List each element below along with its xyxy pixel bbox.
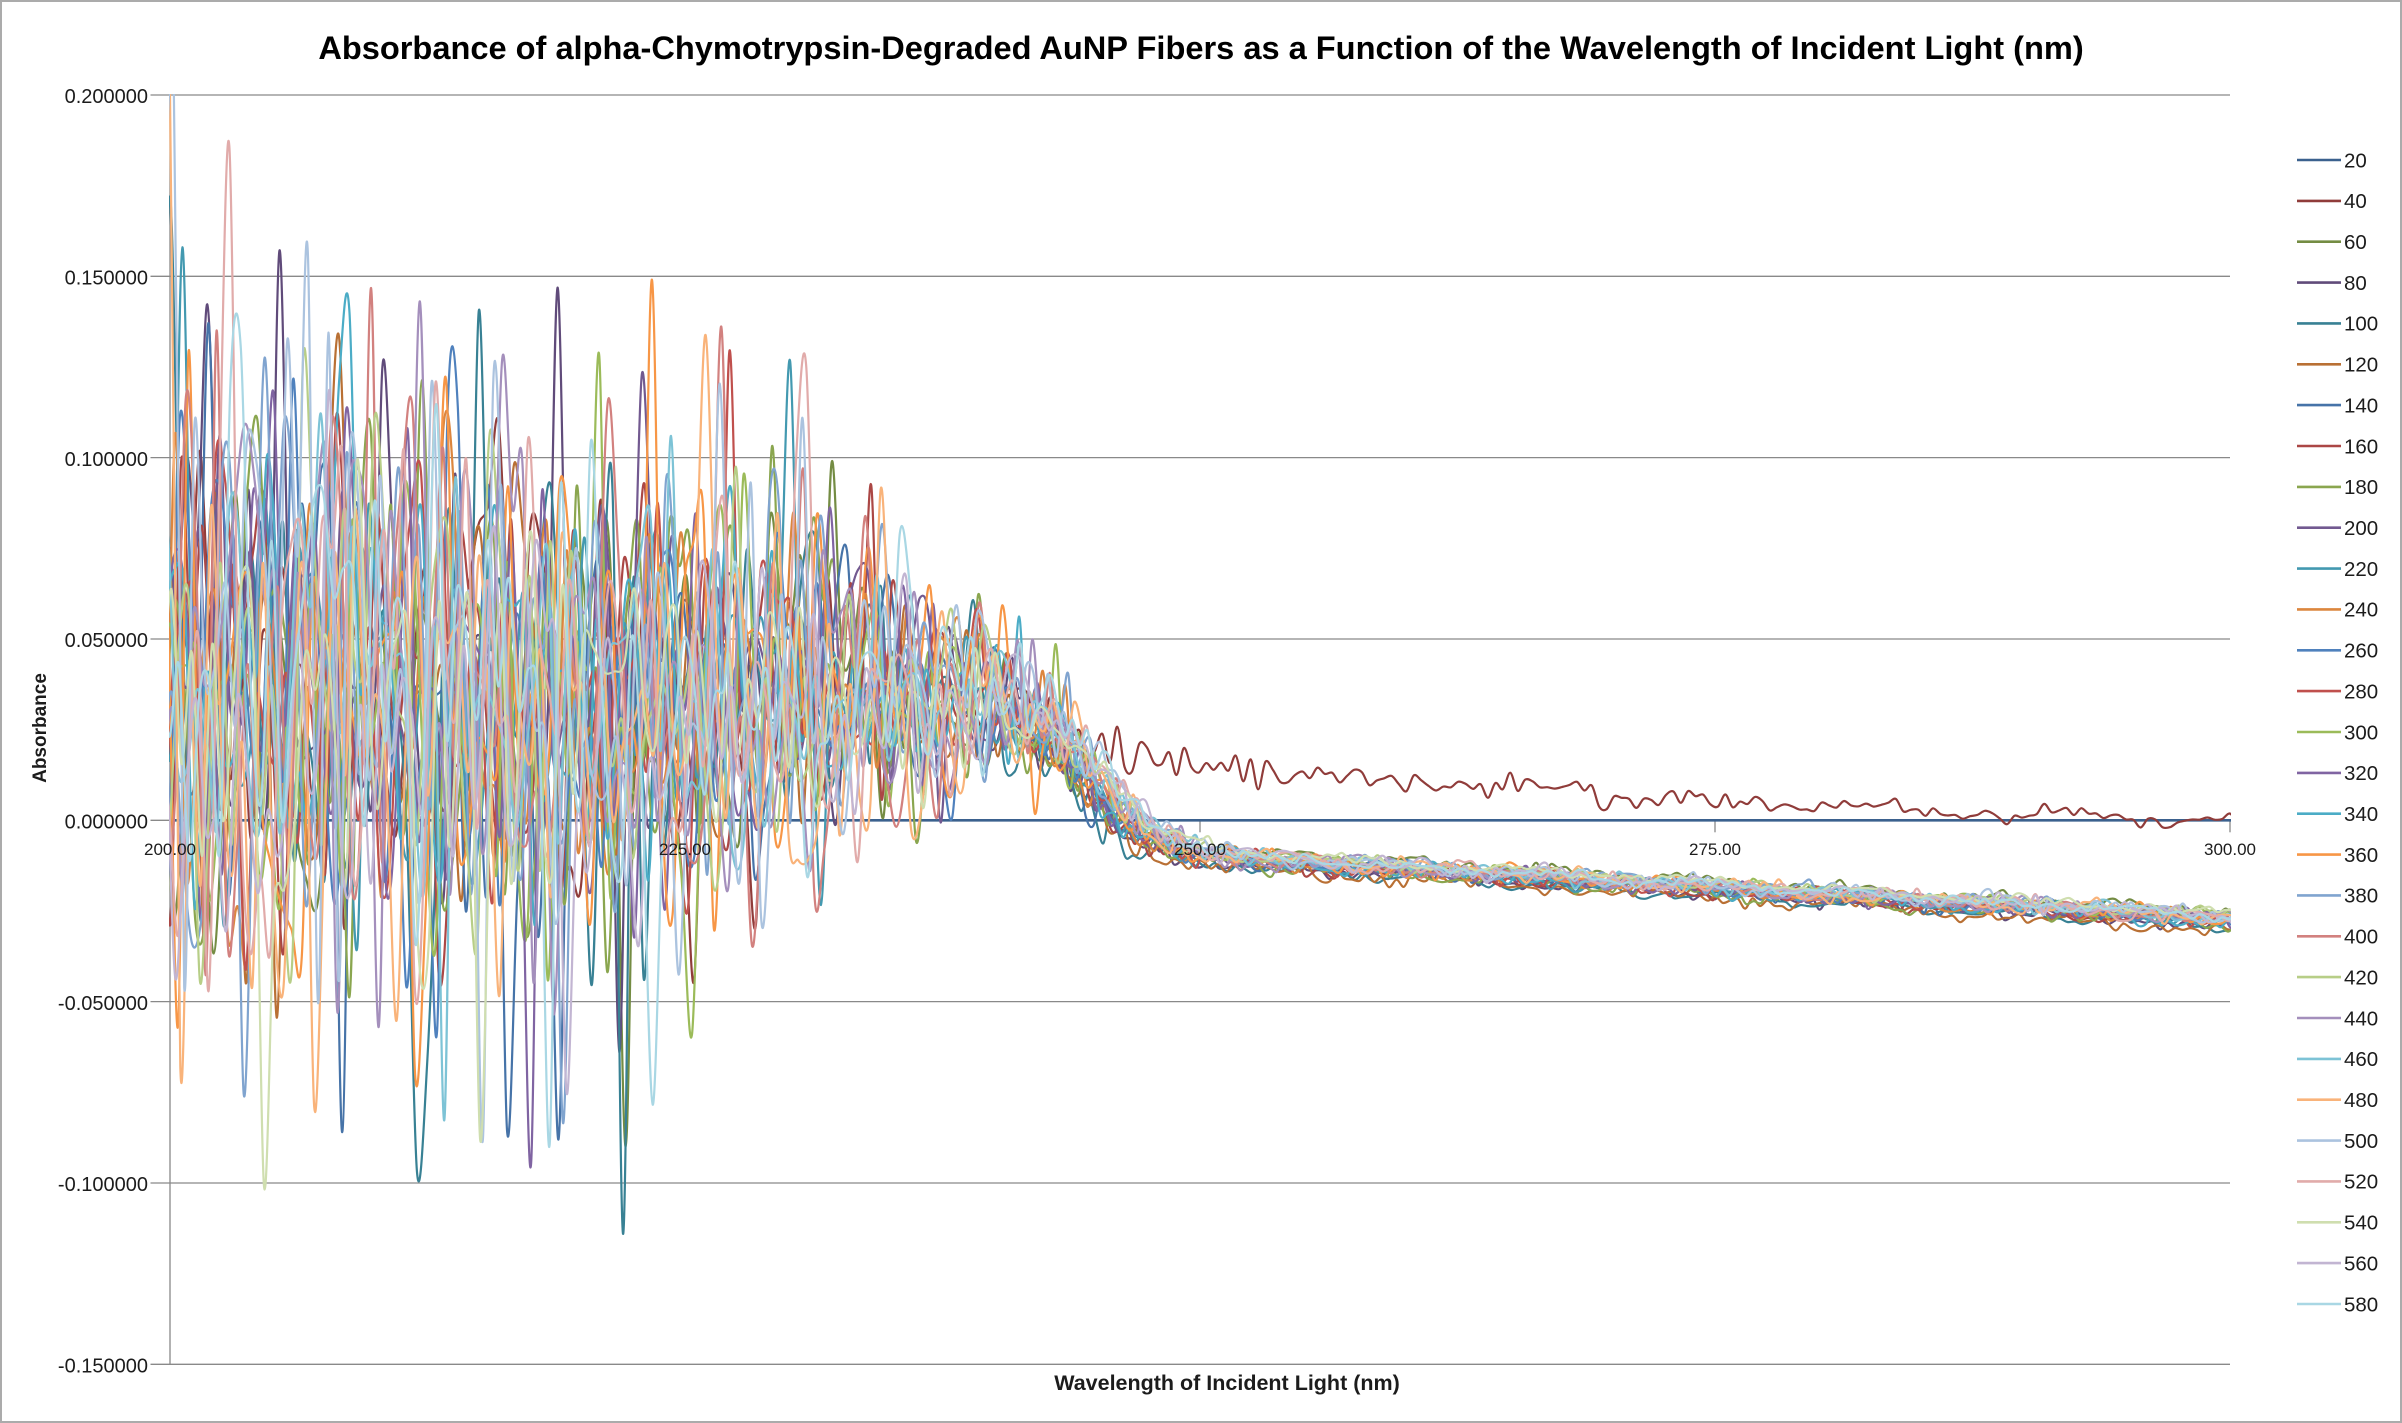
svg-text:0.050000: 0.050000 xyxy=(65,630,148,652)
svg-text:140: 140 xyxy=(2344,394,2378,417)
svg-text:460: 460 xyxy=(2344,1048,2378,1071)
svg-text:320: 320 xyxy=(2344,762,2378,785)
svg-text:400: 400 xyxy=(2344,926,2378,949)
svg-text:540: 540 xyxy=(2344,1212,2378,1235)
svg-text:0.100000: 0.100000 xyxy=(65,449,148,471)
svg-text:20: 20 xyxy=(2344,149,2367,172)
svg-text:40: 40 xyxy=(2344,190,2367,213)
svg-text:0.150000: 0.150000 xyxy=(65,268,148,290)
svg-text:60: 60 xyxy=(2344,231,2367,254)
svg-text:-0.050000: -0.050000 xyxy=(58,993,148,1015)
svg-text:440: 440 xyxy=(2344,1007,2378,1030)
svg-text:100: 100 xyxy=(2344,313,2378,336)
svg-text:200: 200 xyxy=(2344,517,2378,540)
svg-text:240: 240 xyxy=(2344,599,2378,622)
svg-text:-0.150000: -0.150000 xyxy=(58,1356,148,1378)
svg-text:560: 560 xyxy=(2344,1252,2378,1275)
svg-text:275.00: 275.00 xyxy=(1689,840,1741,859)
svg-text:200.00: 200.00 xyxy=(144,840,196,859)
svg-text:120: 120 xyxy=(2344,354,2378,377)
svg-text:420: 420 xyxy=(2344,966,2378,989)
svg-text:0.200000: 0.200000 xyxy=(65,86,148,108)
svg-text:360: 360 xyxy=(2344,844,2378,867)
svg-text:260: 260 xyxy=(2344,640,2378,663)
svg-text:0.000000: 0.000000 xyxy=(65,812,148,834)
svg-text:300: 300 xyxy=(2344,721,2378,744)
svg-text:250.00: 250.00 xyxy=(1174,840,1226,859)
svg-text:380: 380 xyxy=(2344,885,2378,908)
svg-text:160: 160 xyxy=(2344,435,2378,458)
svg-text:480: 480 xyxy=(2344,1089,2378,1112)
svg-text:520: 520 xyxy=(2344,1171,2378,1194)
svg-text:Wavelength of Incident Light (: Wavelength of Incident Light (nm) xyxy=(1054,1371,1400,1395)
svg-text:-0.100000: -0.100000 xyxy=(58,1174,148,1196)
svg-text:Absorbance of alpha-Chymotryps: Absorbance of alpha-Chymotrypsin-Degrade… xyxy=(318,29,2083,66)
svg-text:300.00: 300.00 xyxy=(2204,840,2256,859)
svg-text:Absorbance: Absorbance xyxy=(30,673,51,783)
svg-text:80: 80 xyxy=(2344,272,2367,295)
svg-text:280: 280 xyxy=(2344,680,2378,703)
svg-text:180: 180 xyxy=(2344,476,2378,499)
svg-text:580: 580 xyxy=(2344,1293,2378,1316)
svg-text:225.00: 225.00 xyxy=(659,840,711,859)
svg-text:340: 340 xyxy=(2344,803,2378,826)
svg-text:220: 220 xyxy=(2344,558,2378,581)
svg-text:500: 500 xyxy=(2344,1130,2378,1153)
